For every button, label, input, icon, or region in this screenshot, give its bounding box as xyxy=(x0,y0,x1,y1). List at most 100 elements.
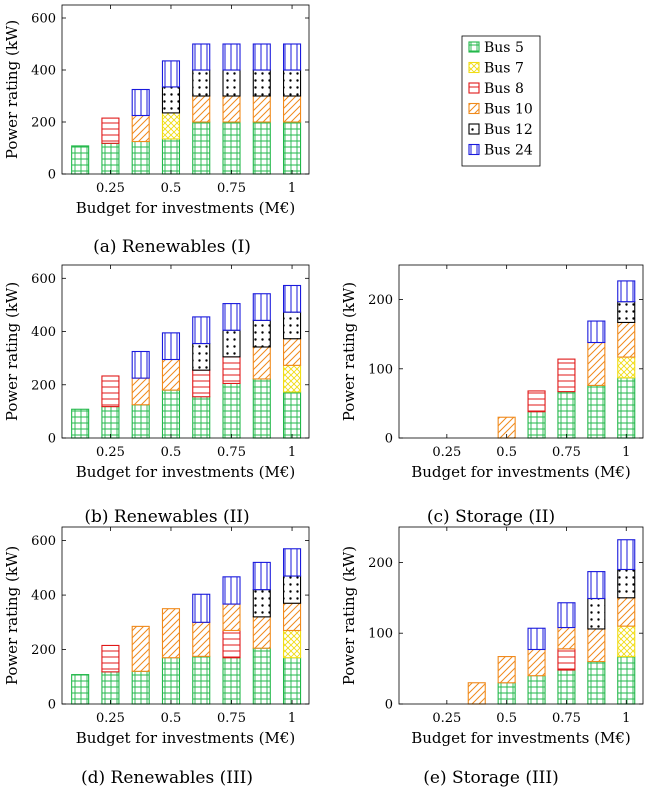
y-axis-label: Power rating (kW) xyxy=(3,20,21,159)
bar-bus-5-x6 xyxy=(557,669,576,705)
chart-storage-iii: 0 100 200 0.25 0.5 0.75 1 Budget for investment… xyxy=(340,526,644,747)
bar-bus-10-x8 xyxy=(282,602,302,632)
bar-bus-10-x5 xyxy=(192,621,211,657)
chart-renewables-ii: 0 200 400 600 0.25 0.5 0.75 1 Budget for investm… xyxy=(3,264,310,481)
bar-bus-24-x8 xyxy=(282,548,302,577)
bar-bus-24-x8 xyxy=(282,284,302,313)
bar-bus-5-x7 xyxy=(252,378,271,439)
bar-bus-8-x6 xyxy=(222,629,241,659)
bar-bus-8-x5 xyxy=(527,390,546,413)
bar-bus-5-x5 xyxy=(192,655,211,705)
bar-bus-5-x2 xyxy=(101,142,120,175)
y-tick-label: 0 xyxy=(48,168,56,183)
y-tick-label: 200 xyxy=(368,556,393,571)
bar-bus-24-x3 xyxy=(131,350,150,379)
bar-bus-24-x6 xyxy=(222,43,241,71)
bar-bus-5-x8 xyxy=(617,656,636,705)
bar-bus-12-x6 xyxy=(222,329,241,358)
x-tick-label: 1 xyxy=(288,711,296,726)
plot-frame xyxy=(398,526,644,705)
caption-a: (a) Renewables (I) xyxy=(93,237,251,257)
x-tick-label: 0.5 xyxy=(496,445,517,460)
y-axis-label: Power rating (kW) xyxy=(3,546,21,685)
y-tick-label: 100 xyxy=(368,627,393,642)
bar-bus-7-x4 xyxy=(161,112,181,140)
y-tick-label: 0 xyxy=(385,432,393,447)
bar-bus-5-x6 xyxy=(557,391,576,439)
y-tick-label: 200 xyxy=(31,643,56,658)
y-tick-label: 100 xyxy=(368,362,393,377)
bar-bus-5-x5 xyxy=(192,396,211,439)
bar-bus-24-x5 xyxy=(192,593,211,623)
bar-bus-12-x4 xyxy=(161,86,181,114)
bar-bus-10-x5 xyxy=(192,95,211,123)
bar-bus-8-x5 xyxy=(192,369,211,398)
x-axis-label: Budget for investments (M€) xyxy=(76,729,295,747)
bar-bus-5-x6 xyxy=(222,657,241,705)
chart-renewables-iii: 0 200 400 600 0.25 0.5 0.75 1 Budget for investm… xyxy=(3,526,310,747)
x-tick-label: 0.75 xyxy=(552,711,581,726)
bar-bus-24-x7 xyxy=(252,561,271,591)
legend-label-bus-10: Bus 10 xyxy=(484,102,533,118)
legend: Bus 5 Bus 7 Bus 8 Bus 10 Bus 12 Bus 24 xyxy=(461,35,541,167)
bar-bus-24-x7 xyxy=(587,571,606,600)
x-tick-label: 0.5 xyxy=(161,445,182,460)
bar-bus-5-x1 xyxy=(71,145,90,175)
x-tick-label: 0.75 xyxy=(217,445,246,460)
caption-e: (e) Storage (III) xyxy=(423,768,558,788)
x-axis-label: Budget for investments (M€) xyxy=(411,463,630,481)
bar-bus-24-x8 xyxy=(617,539,636,571)
y-tick-label: 0 xyxy=(385,698,393,713)
y-tick-label: 0 xyxy=(48,698,56,713)
bar-bus-8-x6 xyxy=(557,648,576,671)
bar-bus-24-x4 xyxy=(161,332,181,361)
legend-swatch-bus-24 xyxy=(468,143,480,156)
y-axis-label: Power rating (kW) xyxy=(340,282,358,421)
bar-bus-24-x6 xyxy=(557,602,576,629)
bar-bus-24-x4 xyxy=(161,60,181,88)
y-axis-label: Power rating (kW) xyxy=(340,546,358,685)
bar-bus-5-x8 xyxy=(617,377,636,439)
bar-bus-12-x8 xyxy=(282,311,302,340)
plot-frame xyxy=(61,526,310,705)
bar-bus-10-x7 xyxy=(252,95,271,123)
y-tick-label: 200 xyxy=(31,116,56,131)
bar-bus-5-x4 xyxy=(161,389,181,439)
bar-bus-12-x8 xyxy=(617,301,636,323)
bar-bus-24-x5 xyxy=(192,316,211,345)
caption-d: (d) Renewables (III) xyxy=(81,768,253,788)
bar-bus-10-x8 xyxy=(617,597,636,627)
x-tick-label: 0.25 xyxy=(96,181,125,196)
legend-label-bus-24: Bus 24 xyxy=(484,143,533,159)
x-tick-label: 0.5 xyxy=(496,711,517,726)
bar-bus-24-x7 xyxy=(252,43,271,71)
bar-bus-10-x4 xyxy=(497,656,516,684)
plot-frame xyxy=(398,264,644,439)
x-tick-label: 0.5 xyxy=(161,711,182,726)
bar-bus-24-x3 xyxy=(131,88,150,117)
bar-bus-10-x3 xyxy=(131,377,150,406)
x-tick-label: 0.25 xyxy=(432,711,461,726)
bar-bus-12-x7 xyxy=(252,69,271,97)
y-tick-label: 400 xyxy=(31,64,56,79)
bar-bus-10-x7 xyxy=(252,346,271,380)
y-tick-label: 200 xyxy=(368,293,393,308)
chart-storage-ii: 0 100 200 0.25 0.5 0.75 1 Budget for investment… xyxy=(340,264,644,481)
bar-bus-10-x4 xyxy=(161,608,181,659)
bar-bus-24-x8 xyxy=(282,43,302,71)
bar-bus-10-x6 xyxy=(222,95,241,123)
bar-bus-24-x5 xyxy=(527,627,546,651)
bar-bus-12-x7 xyxy=(587,597,606,630)
bar-bus-24-x8 xyxy=(617,280,636,303)
legend-label-bus-8: Bus 8 xyxy=(484,81,524,97)
bar-bus-12-x7 xyxy=(252,319,271,348)
x-tick-label: 0.75 xyxy=(217,181,246,196)
y-tick-label: 400 xyxy=(31,589,56,604)
bar-bus-5-x7 xyxy=(587,660,606,705)
bar-bus-5-x3 xyxy=(131,404,150,439)
x-tick-label: 1 xyxy=(288,445,296,460)
x-tick-label: 0.75 xyxy=(552,445,581,460)
bar-bus-12-x6 xyxy=(222,69,241,97)
x-tick-label: 1 xyxy=(288,181,296,196)
